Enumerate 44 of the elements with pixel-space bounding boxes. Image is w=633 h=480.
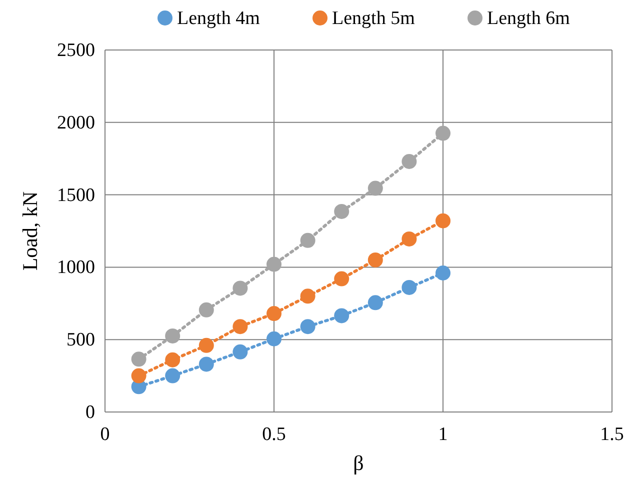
point: [334, 271, 350, 286]
point: [232, 344, 248, 360]
y-tick-label: 0: [86, 402, 95, 423]
point: [334, 308, 350, 324]
y-tick-label: 500: [66, 330, 95, 351]
point: [266, 306, 282, 322]
point: [266, 256, 282, 272]
point: [300, 232, 316, 248]
point: [198, 338, 214, 353]
point: [368, 180, 383, 196]
legend-label: Length 6m: [487, 8, 570, 29]
x-tick-label: 1.5: [600, 424, 624, 445]
point: [232, 280, 248, 296]
point: [436, 126, 450, 141]
point: [402, 280, 417, 295]
point: [165, 368, 180, 384]
y-tick-label: 2500: [57, 40, 95, 61]
point: [436, 213, 450, 228]
point: [131, 368, 146, 384]
y-tick-label: 1000: [57, 257, 95, 278]
y-tick-label: 1500: [57, 184, 95, 206]
point: [232, 319, 248, 334]
y-tick-label: 2000: [57, 112, 95, 134]
point: [436, 265, 450, 280]
point: [300, 288, 316, 304]
point: [266, 331, 282, 346]
point: [198, 302, 214, 318]
x-tick-label: 1: [438, 424, 448, 445]
point: [131, 352, 146, 367]
point: [165, 352, 180, 368]
point: [368, 252, 383, 268]
point: [198, 356, 214, 372]
point: [300, 319, 316, 334]
x-tick-label: 0: [100, 424, 110, 445]
x-tick-label: 0.5: [262, 424, 286, 445]
legend-label: Length 5m: [332, 8, 416, 29]
y-axis-title: Load, kN: [18, 191, 42, 271]
x-axis-title: β: [353, 451, 364, 475]
legend-label: Length 4m: [177, 8, 260, 29]
point: [334, 204, 350, 219]
point: [165, 328, 180, 344]
point: [402, 154, 417, 169]
point: [368, 295, 383, 310]
point: [402, 231, 417, 246]
